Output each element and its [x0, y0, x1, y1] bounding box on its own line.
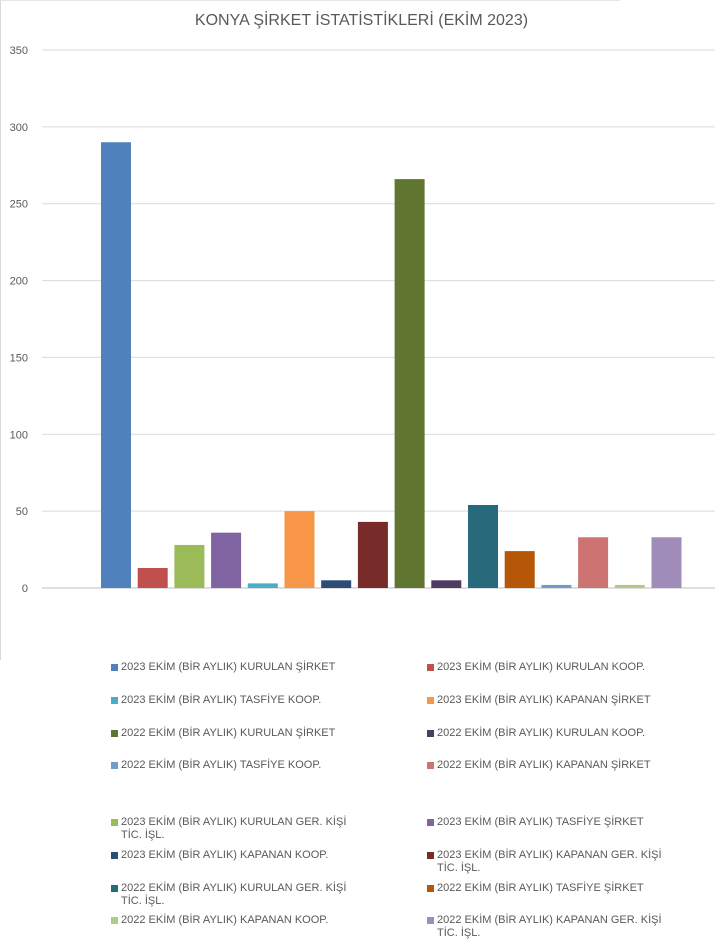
legend-label: 2023 EKİM (BİR AYLIK) TASFİYE KOOP. [121, 694, 322, 706]
page-edge [0, 0, 1, 660]
legend-swatch [111, 664, 118, 671]
legend-label: 2022 EKİM (BİR AYLIK) KURULAN KOOP. [437, 727, 646, 739]
bar [431, 580, 462, 588]
legend-swatch [111, 885, 118, 892]
bar [321, 580, 352, 588]
bar [101, 142, 131, 588]
legend-swatch [111, 917, 118, 924]
legend-label: 2022 EKİM (BİR AYLIK) TASFİYE ŞİRKET [437, 882, 644, 894]
legend-item: 2023 EKİM (BİR AYLIK) KURULAN ŞİRKET [111, 661, 351, 674]
y-tick-label: 50 [16, 506, 28, 518]
legend-label: 2023 EKİM (BİR AYLIK) KURULAN KOOP. [437, 661, 646, 673]
bar [247, 583, 278, 588]
bar [578, 537, 609, 588]
legend-item: 2022 EKİM (BİR AYLIK) KAPANAN GER. KİŞİ … [427, 914, 667, 940]
legend-item: 2022 EKİM (BİR AYLIK) KAPANAN KOOP. [111, 914, 351, 927]
legend-label: 2023 EKİM (BİR AYLIK) KURULAN GER. KİŞİ … [121, 816, 347, 841]
bar [137, 568, 168, 588]
chart-title: KONYA ŞİRKET İSTATİSTİKLERİ (EKİM 2023) [194, 12, 529, 29]
legend-swatch [427, 917, 434, 924]
legend-swatch [427, 852, 434, 859]
legend-swatch [427, 730, 434, 737]
legend-swatch [111, 819, 118, 826]
bar [357, 521, 388, 588]
legend-item: 2023 EKİM (BİR AYLIK) KURULAN GER. KİŞİ … [111, 816, 351, 842]
legend-item: 2022 EKİM (BİR AYLIK) KURULAN KOOP. [427, 727, 667, 740]
y-tick-label: 250 [10, 199, 28, 211]
bar [504, 551, 535, 588]
legend-label: 2022 EKİM (BİR AYLIK) KAPANAN GER. KİŞİ … [437, 914, 662, 939]
legend-swatch [427, 664, 434, 671]
legend-swatch [427, 762, 434, 769]
legend-item: 2022 EKİM (BİR AYLIK) TASFİYE ŞİRKET [427, 882, 667, 895]
legend-label: 2023 EKİM (BİR AYLIK) KAPANAN ŞİRKET [437, 694, 651, 706]
legend-item: 2022 EKİM (BİR AYLIK) KURULAN ŞİRKET [111, 727, 351, 740]
legend-item: 2022 EKİM (BİR AYLIK) KURULAN GER. KİŞİ … [111, 882, 351, 908]
bar [284, 511, 315, 588]
legend-label: 2022 EKİM (BİR AYLIK) TASFİYE KOOP. [121, 759, 322, 771]
bar [174, 544, 205, 588]
legend-swatch [111, 697, 118, 704]
legend-item: 2022 EKİM (BİR AYLIK) KAPANAN ŞİRKET [427, 759, 667, 772]
legend-label: 2023 EKİM (BİR AYLIK) KURULAN ŞİRKET [121, 661, 336, 673]
y-tick-label: 350 [10, 45, 28, 57]
legend-item: 2023 EKİM (BİR AYLIK) TASFİYE KOOP. [111, 694, 351, 707]
bar [394, 179, 425, 588]
legend-swatch [111, 852, 118, 859]
legend-item: 2023 EKİM (BİR AYLIK) KAPANAN ŞİRKET [427, 694, 667, 707]
page-edge [0, 0, 620, 1]
legend-item: 2022 EKİM (BİR AYLIK) TASFİYE KOOP. [111, 759, 351, 772]
bar [211, 532, 242, 588]
bar [614, 584, 645, 588]
legend-swatch [427, 819, 434, 826]
legend-swatch [111, 762, 118, 769]
legend-item: 2023 EKİM (BİR AYLIK) KAPANAN GER. KİŞİ … [427, 849, 667, 875]
legend-label: 2022 EKİM (BİR AYLIK) KURULAN GER. KİŞİ … [121, 882, 347, 907]
y-tick-label: 200 [10, 276, 28, 288]
bar [651, 537, 682, 588]
legend-label: 2023 EKİM (BİR AYLIK) KAPANAN GER. KİŞİ … [437, 849, 662, 874]
y-tick-label: 300 [10, 122, 28, 134]
legend-swatch [427, 885, 434, 892]
legend-swatch [427, 697, 434, 704]
legend-label: 2023 EKİM (BİR AYLIK) KAPANAN KOOP. [121, 849, 329, 861]
bar [541, 584, 572, 588]
bar [468, 504, 498, 588]
legend-label: 2023 EKİM (BİR AYLIK) TASFİYE ŞİRKET [437, 816, 644, 828]
legend-item: 2023 EKİM (BİR AYLIK) KAPANAN KOOP. [111, 849, 351, 862]
legend-label: 2022 EKİM (BİR AYLIK) KAPANAN KOOP. [121, 914, 329, 926]
y-tick-label: 0 [22, 583, 28, 595]
legend-item: 2023 EKİM (BİR AYLIK) KURULAN KOOP. [427, 661, 667, 674]
legend-label: 2022 EKİM (BİR AYLIK) KAPANAN ŞİRKET [437, 759, 651, 771]
y-tick-label: 150 [10, 352, 28, 364]
legend-item: 2023 EKİM (BİR AYLIK) TASFİYE ŞİRKET [427, 816, 667, 829]
y-tick-label: 100 [10, 429, 28, 441]
legend-label: 2022 EKİM (BİR AYLIK) KURULAN ŞİRKET [121, 727, 336, 739]
legend-swatch [111, 730, 118, 737]
